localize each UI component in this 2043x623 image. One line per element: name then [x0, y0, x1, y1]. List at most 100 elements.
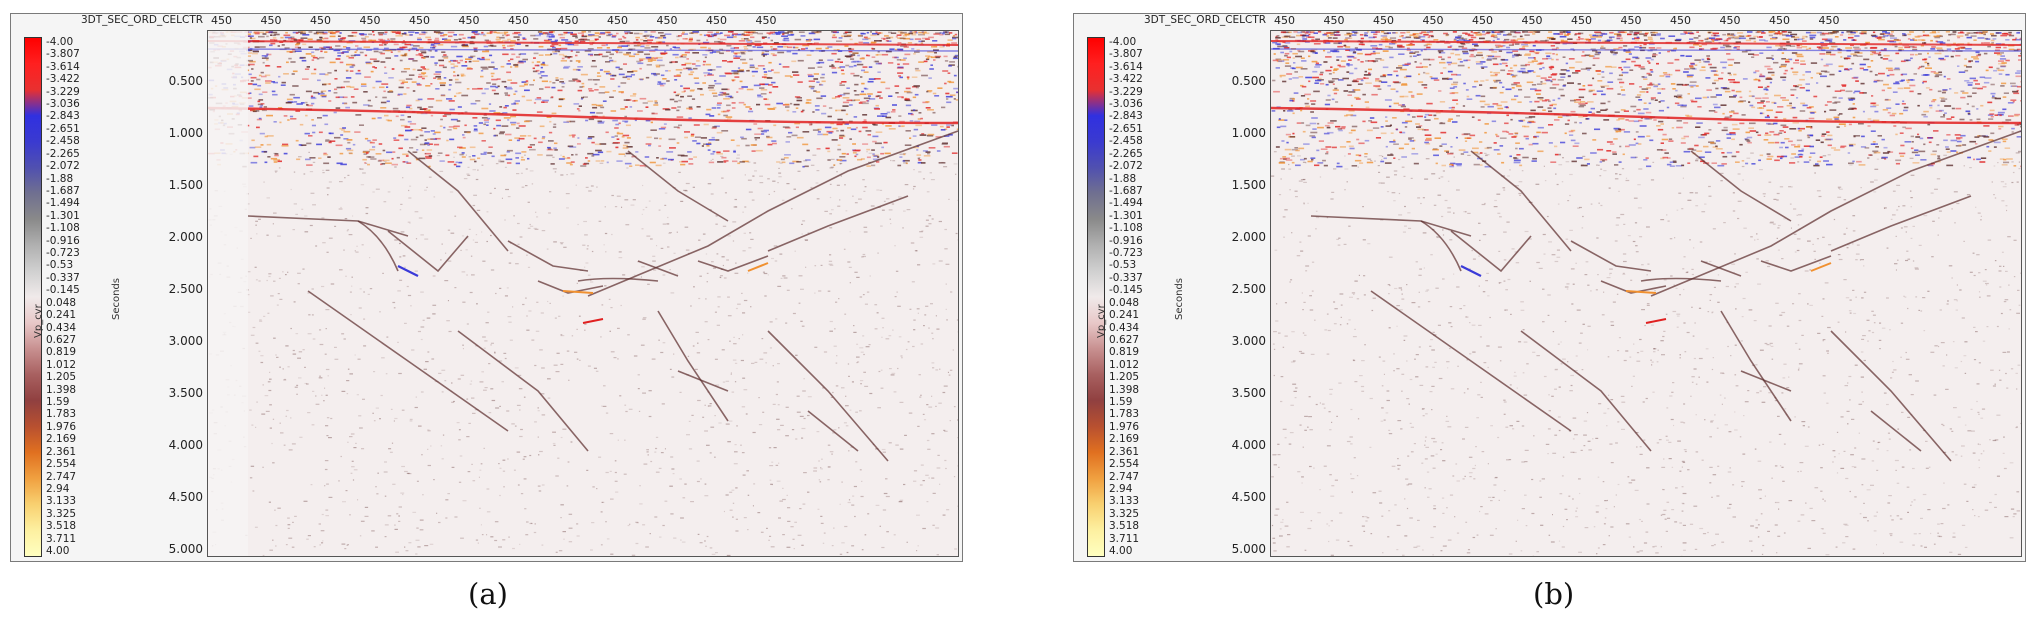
- noise-mark: [1468, 39, 1474, 41]
- noise-mark: [418, 217, 423, 219]
- noise-mark: [735, 262, 737, 264]
- noise-mark: [922, 178, 925, 180]
- noise-mark: [749, 66, 755, 69]
- noise-mark: [858, 41, 863, 44]
- noise-mark: [786, 109, 790, 112]
- noise-mark: [917, 264, 921, 266]
- noise-mark: [937, 454, 940, 456]
- noise-mark: [387, 191, 391, 193]
- noise-mark: [575, 36, 578, 39]
- noise-mark: [848, 499, 851, 501]
- noise-mark: [828, 132, 833, 134]
- noise-mark: [655, 447, 658, 450]
- noise-mark: [732, 36, 737, 38]
- noise-mark: [525, 185, 528, 187]
- y-tick-label: 4.500: [168, 490, 203, 504]
- noise-mark: [847, 363, 850, 365]
- noise-mark: [1277, 45, 1283, 48]
- noise-mark: [402, 153, 409, 156]
- noise-mark: [929, 172, 932, 174]
- noise-mark: [433, 196, 436, 198]
- noise-mark: [503, 352, 507, 354]
- noise-mark: [925, 225, 929, 227]
- noise-mark: [789, 162, 795, 165]
- noise-mark: [461, 94, 469, 97]
- noise-mark: [831, 158, 835, 160]
- noise-mark: [343, 46, 347, 48]
- noise-mark: [1315, 64, 1322, 66]
- noise-mark: [669, 98, 675, 101]
- noise-mark: [655, 65, 661, 68]
- noise-mark: [594, 143, 602, 146]
- noise-mark: [927, 133, 935, 136]
- noise-mark: [881, 317, 885, 319]
- noise-mark: [597, 72, 600, 74]
- noise-mark: [342, 501, 346, 503]
- noise-mark: [1844, 125, 1847, 127]
- noise-mark: [496, 124, 501, 127]
- noise-mark: [1753, 40, 1757, 43]
- noise-mark: [417, 69, 422, 71]
- noise-mark: [267, 312, 270, 314]
- noise-mark: [423, 57, 426, 59]
- noise-mark: [298, 144, 302, 146]
- noise-mark: [335, 96, 340, 99]
- noise-mark: [855, 126, 858, 129]
- noise-mark: [525, 297, 527, 299]
- noise-mark: [890, 374, 895, 376]
- noise-mark: [877, 95, 881, 97]
- noise-mark: [584, 266, 586, 268]
- noise-mark: [488, 363, 491, 365]
- noise-mark: [507, 79, 512, 81]
- noise-mark: [703, 72, 710, 74]
- noise-mark: [467, 174, 471, 176]
- noise-mark: [729, 491, 733, 493]
- noise-mark: [306, 66, 310, 68]
- noise-mark: [520, 428, 523, 431]
- noise-mark: [835, 385, 839, 387]
- noise-mark: [343, 80, 350, 83]
- noise-mark: [1513, 64, 1518, 67]
- noise-mark: [731, 50, 735, 53]
- noise-mark: [827, 59, 834, 61]
- noise-mark: [782, 66, 790, 68]
- noise-mark: [722, 264, 724, 267]
- noise-mark: [773, 42, 779, 44]
- noise-mark: [652, 260, 656, 262]
- noise-mark: [435, 71, 442, 73]
- noise-mark: [605, 44, 608, 46]
- noise-mark: [734, 272, 739, 274]
- noise-mark: [759, 182, 764, 184]
- noise-mark: [638, 58, 646, 60]
- noise-mark: [524, 120, 530, 123]
- noise-mark: [892, 329, 894, 331]
- noise-mark: [250, 161, 258, 164]
- noise-mark: [384, 524, 389, 526]
- noise-mark: [256, 118, 262, 121]
- noise-mark: [807, 491, 810, 493]
- noise-mark: [813, 78, 819, 80]
- noise-mark: [320, 50, 323, 53]
- noise-mark: [513, 93, 516, 95]
- noise-mark: [392, 107, 399, 110]
- noise-mark: [648, 415, 652, 418]
- noise-mark: [948, 32, 953, 34]
- noise-mark: [627, 334, 630, 336]
- noise-mark: [900, 31, 907, 34]
- noise-mark: [272, 34, 276, 37]
- noise-mark: [866, 31, 869, 34]
- noise-mark: [517, 222, 520, 225]
- noise-mark: [562, 155, 565, 158]
- noise-mark: [823, 351, 828, 353]
- noise-mark: [426, 149, 433, 151]
- noise-mark: [462, 37, 466, 39]
- noise-mark: [259, 46, 266, 48]
- y-tick-label: 3.500: [1231, 386, 1266, 400]
- noise-mark: [266, 53, 272, 56]
- noise-mark: [1712, 146, 1718, 148]
- noise-mark: [763, 73, 768, 76]
- noise-mark: [751, 362, 755, 364]
- noise-mark: [886, 198, 890, 200]
- noise-mark: [851, 61, 857, 63]
- noise-mark: [756, 103, 761, 106]
